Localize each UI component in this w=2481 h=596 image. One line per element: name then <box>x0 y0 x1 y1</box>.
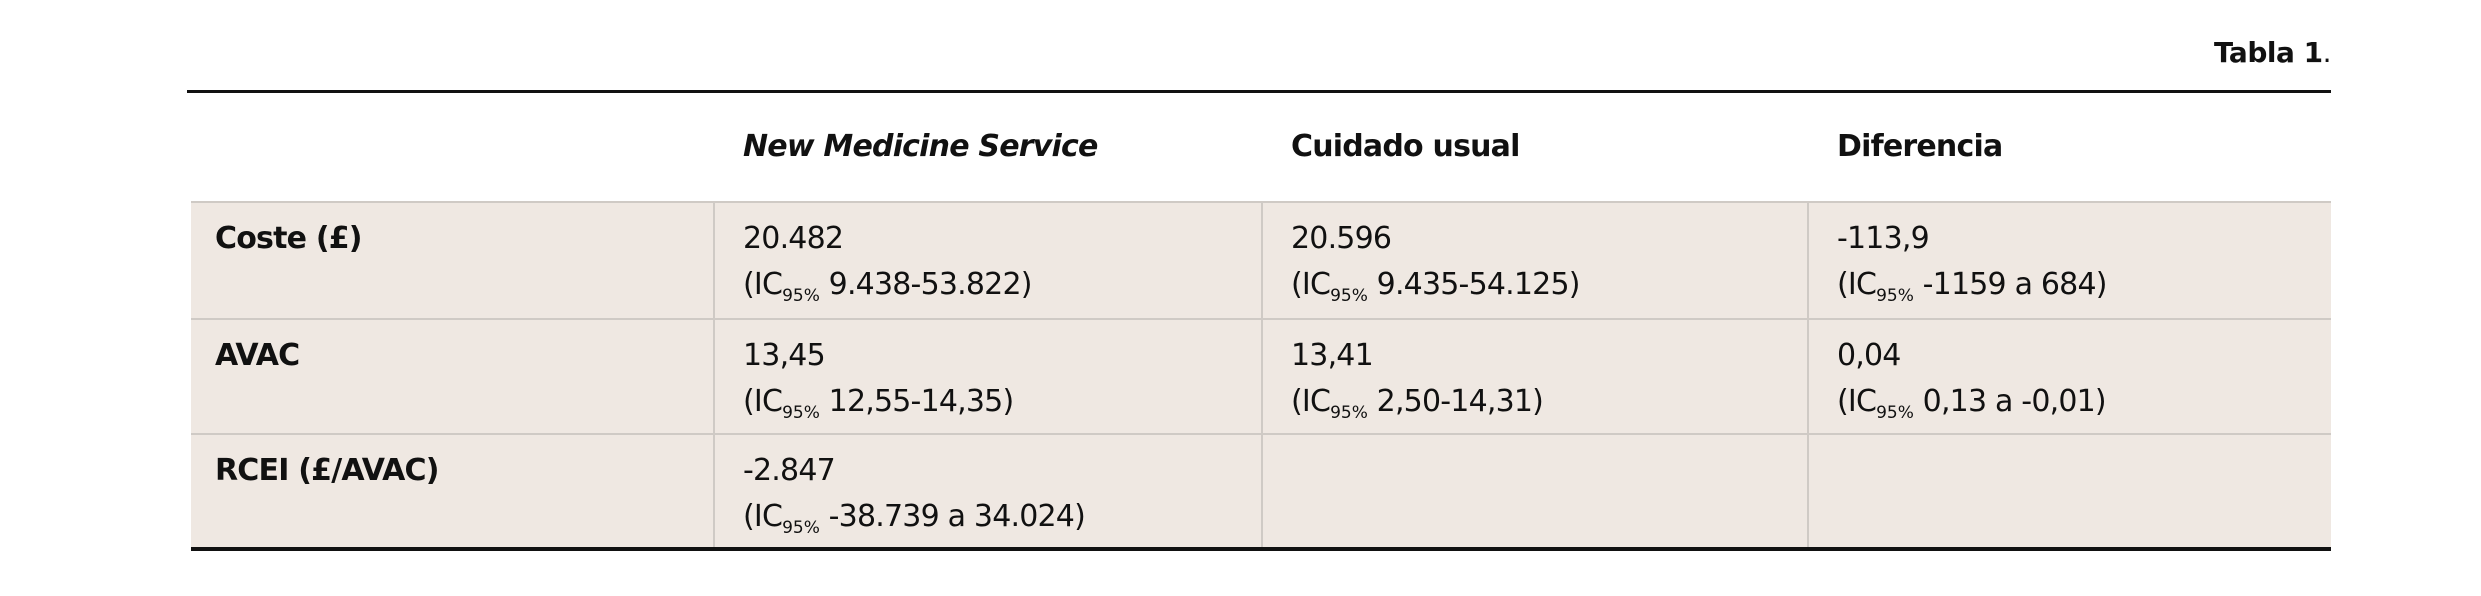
table-row-avac: AVAC 13,45 (IC95% 12,55-14,35) 13,41 (IC… <box>191 320 2331 435</box>
cell-value: -113,9 <box>1837 221 1930 256</box>
table-top-rule <box>187 90 2331 93</box>
cell-value: -2.847 <box>743 453 836 488</box>
cell-ci: (IC95% -38.739 a 34.024) <box>743 499 1086 538</box>
row-label: AVAC <box>215 338 300 373</box>
cell-ci: (IC95% 9.435-54.125) <box>1291 267 1580 306</box>
cell-value: 0,04 <box>1837 338 1901 373</box>
caption-title: Tabla 1 <box>2213 36 2323 69</box>
row-label-cell: AVAC <box>191 320 713 433</box>
table-row-coste: Coste (£) 20.482 (IC95% 9.438-53.822) 20… <box>191 203 2331 320</box>
cell-ci: (IC95% -1159 a 684) <box>1837 267 2107 306</box>
cell-ci: (IC95% 12,55-14,35) <box>743 384 1014 423</box>
cell-nms: 20.482 (IC95% 9.438-53.822) <box>713 203 1261 318</box>
header-cuidado-usual: Cuidado usual <box>1291 129 1520 164</box>
row-label-cell: RCEI (£/AVAC) <box>191 435 713 547</box>
table-bottom-rule <box>191 547 2331 551</box>
row-label-cell: Coste (£) <box>191 203 713 318</box>
cell-usual-empty <box>1261 435 1807 547</box>
cell-diferencia: -113,9 (IC95% -1159 a 684) <box>1807 203 2331 318</box>
caption-dot: . <box>2322 36 2332 69</box>
cell-ci: (IC95% 0,13 a -0,01) <box>1837 384 2107 423</box>
table-body: Coste (£) 20.482 (IC95% 9.438-53.822) 20… <box>191 201 2331 547</box>
cell-value: 13,45 <box>743 338 826 373</box>
cell-usual: 13,41 (IC95% 2,50-14,31) <box>1261 320 1807 433</box>
row-label: Coste (£) <box>215 221 363 256</box>
row-label: RCEI (£/AVAC) <box>215 453 439 488</box>
cell-value: 20.596 <box>1291 221 1392 256</box>
cell-value: 20.482 <box>743 221 844 256</box>
table-row-rcei: RCEI (£/AVAC) -2.847 (IC95% -38.739 a 34… <box>191 435 2331 547</box>
cell-usual: 20.596 (IC95% 9.435-54.125) <box>1261 203 1807 318</box>
cell-ci: (IC95% 2,50-14,31) <box>1291 384 1544 423</box>
cell-ci: (IC95% 9.438-53.822) <box>743 267 1032 306</box>
header-diferencia: Diferencia <box>1837 129 2003 164</box>
results-table: New Medicine Service Cuidado usual Difer… <box>187 90 2331 551</box>
cell-value: 13,41 <box>1291 338 1374 373</box>
cell-diferencia-empty <box>1807 435 2331 547</box>
table-caption: Tabla 1. <box>2213 36 2332 69</box>
cell-diferencia: 0,04 (IC95% 0,13 a -0,01) <box>1807 320 2331 433</box>
table-header-row: New Medicine Service Cuidado usual Difer… <box>187 93 2331 201</box>
cell-nms: -2.847 (IC95% -38.739 a 34.024) <box>713 435 1261 547</box>
header-new-medicine-service: New Medicine Service <box>743 129 1098 164</box>
cell-nms: 13,45 (IC95% 12,55-14,35) <box>713 320 1261 433</box>
